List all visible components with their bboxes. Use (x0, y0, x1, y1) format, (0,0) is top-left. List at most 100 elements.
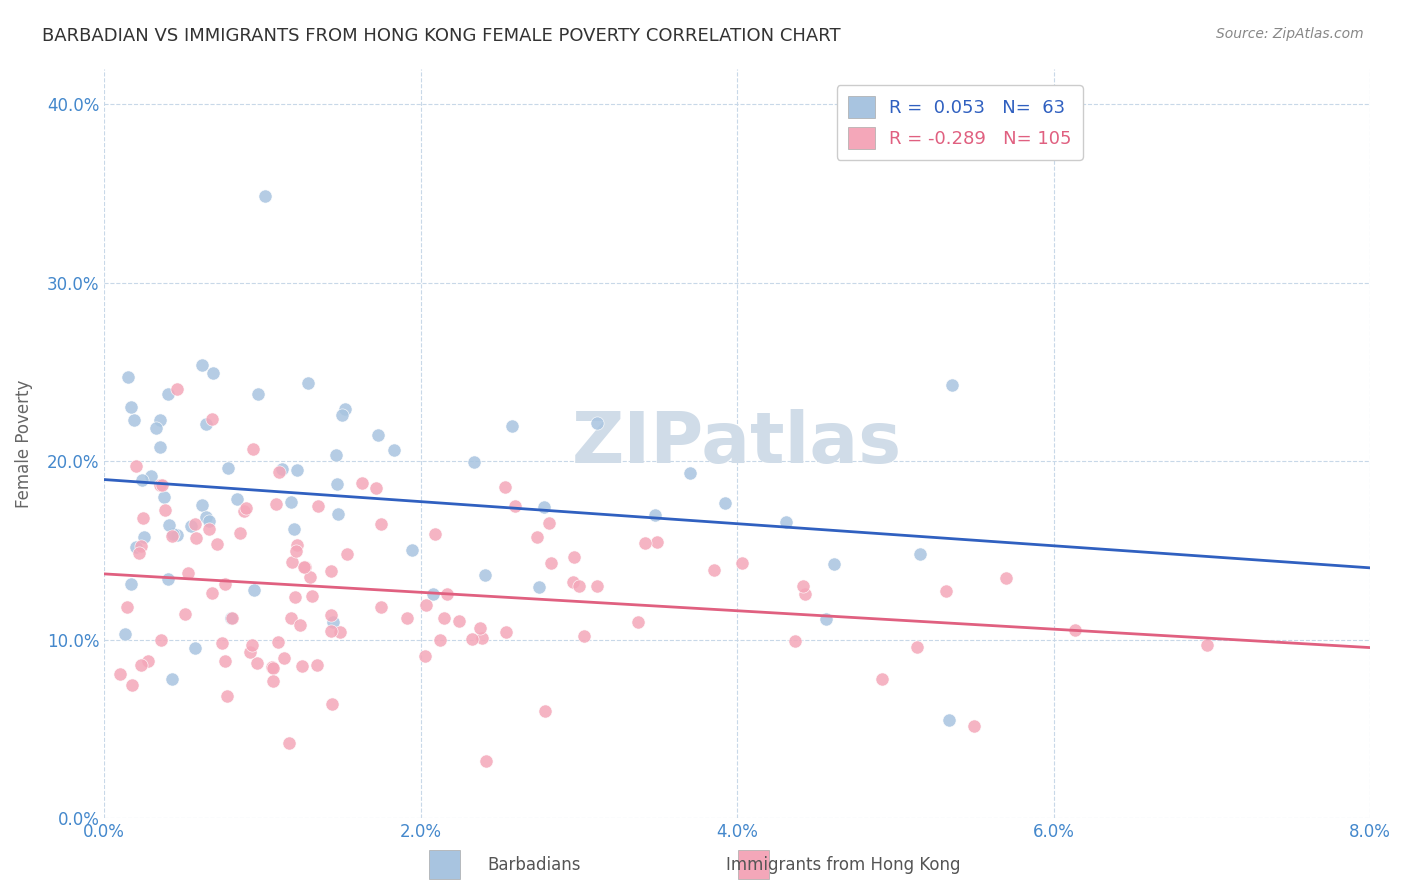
Point (242, 442, 264, 457)
Point (184, 640, 207, 655)
Text: Barbadians: Barbadians (488, 856, 581, 874)
Point (328, 507, 350, 521)
Point (938, 713, 960, 727)
Point (537, 516, 560, 531)
Point (205, 537, 228, 551)
Point (195, 510, 218, 524)
Point (174, 607, 197, 621)
Point (162, 527, 184, 541)
Point (814, 612, 837, 626)
Point (527, 580, 550, 594)
Point (330, 408, 353, 422)
Point (214, 577, 236, 591)
Point (526, 530, 548, 544)
Point (149, 440, 172, 454)
Point (433, 610, 456, 624)
Point (783, 634, 806, 648)
Point (395, 611, 418, 625)
Point (166, 528, 188, 542)
Point (935, 583, 957, 598)
Point (266, 497, 288, 511)
Point (117, 370, 139, 384)
Text: ZIPatlas: ZIPatlas (572, 409, 903, 478)
Point (1195, 638, 1218, 652)
Point (475, 754, 498, 768)
Point (963, 718, 986, 732)
Point (233, 504, 256, 518)
Point (294, 560, 316, 574)
Point (370, 600, 392, 615)
Point (533, 500, 555, 515)
Point (221, 611, 243, 625)
Point (703, 563, 725, 577)
Point (319, 624, 342, 639)
Point (413, 649, 436, 664)
Point (262, 661, 284, 675)
Point (429, 633, 451, 648)
Point (177, 566, 200, 580)
Point (321, 564, 343, 578)
Point (124, 413, 146, 427)
Point (114, 627, 136, 641)
Point (468, 621, 491, 635)
Point (201, 412, 224, 426)
FancyBboxPatch shape (429, 850, 460, 879)
Point (131, 510, 153, 524)
Point (633, 536, 655, 550)
Point (540, 556, 562, 570)
Point (136, 654, 159, 668)
Point (235, 500, 257, 515)
Text: BARBADIAN VS IMMIGRANTS FROM HONG KONG FEMALE POVERTY CORRELATION CHART: BARBADIAN VS IMMIGRANTS FROM HONG KONG F… (42, 27, 841, 45)
Point (180, 519, 202, 533)
Point (505, 499, 527, 513)
Point (150, 478, 173, 492)
Point (326, 476, 349, 491)
Point (329, 625, 352, 640)
Point (246, 387, 269, 401)
Point (160, 529, 183, 543)
FancyBboxPatch shape (738, 850, 769, 879)
Point (129, 657, 152, 672)
Point (157, 572, 180, 586)
Point (214, 654, 236, 668)
Point (501, 418, 523, 433)
Point (198, 522, 221, 536)
Point (197, 514, 219, 528)
Point (908, 547, 931, 561)
Point (321, 697, 343, 711)
Point (280, 611, 302, 625)
Point (217, 690, 239, 704)
Point (128, 546, 150, 560)
Point (627, 615, 650, 630)
Point (125, 540, 148, 554)
Point (225, 492, 247, 507)
Point (267, 465, 290, 479)
Point (562, 550, 585, 565)
Point (201, 586, 224, 600)
Point (260, 660, 283, 674)
Point (139, 469, 162, 483)
Point (145, 421, 167, 435)
Point (271, 461, 294, 475)
Point (153, 491, 176, 505)
Point (292, 560, 315, 574)
Point (298, 570, 321, 584)
Point (449, 614, 471, 628)
Point (284, 590, 307, 604)
Point (319, 608, 342, 623)
Point (160, 672, 183, 686)
Point (586, 416, 609, 430)
Point (423, 527, 446, 541)
Point (436, 587, 458, 601)
Point (714, 495, 737, 509)
Point (364, 481, 387, 495)
Point (229, 525, 252, 540)
Point (370, 517, 392, 532)
Point (131, 473, 153, 487)
Point (333, 401, 356, 416)
Point (495, 624, 517, 639)
Point (775, 515, 797, 529)
Point (273, 651, 295, 665)
Point (731, 557, 754, 571)
Point (284, 544, 307, 558)
